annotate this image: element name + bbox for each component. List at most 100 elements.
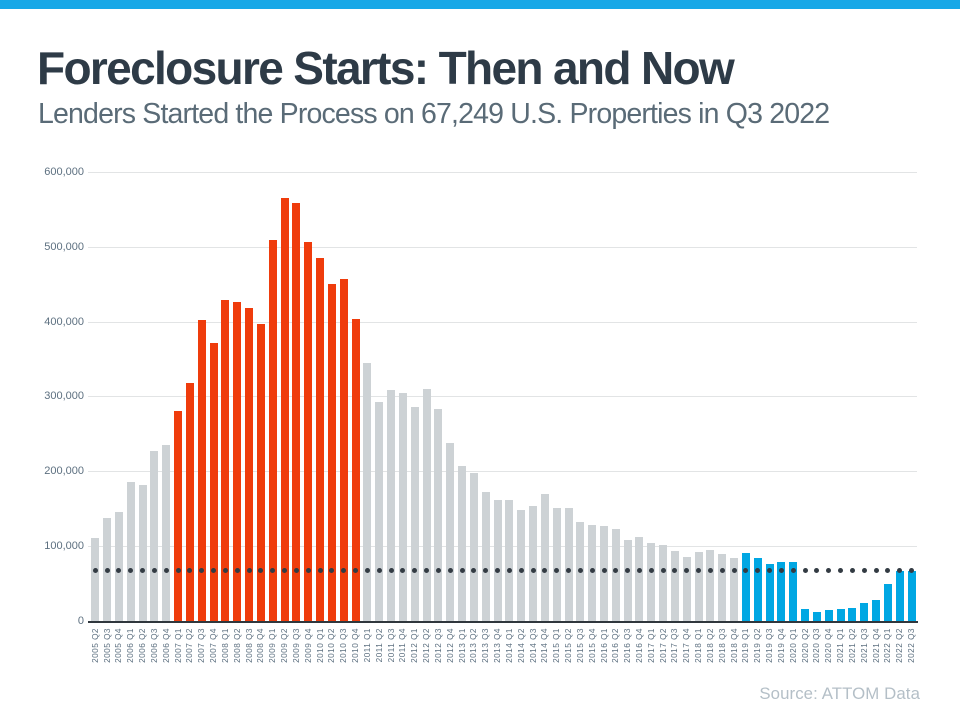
x-axis-tick-label: 2007 Q3 — [197, 628, 207, 663]
reference-line-dot — [211, 568, 217, 574]
reference-line-dot — [293, 568, 299, 574]
bar-2016-Q3 — [623, 539, 632, 621]
bar-2006-Q3 — [150, 451, 159, 621]
reference-line-dot — [116, 568, 122, 574]
x-axis-tick-label: 2013 Q1 — [457, 628, 467, 663]
bar-2007-Q2 — [185, 383, 194, 621]
reference-line-dot — [861, 568, 867, 574]
bar-2012-Q3 — [434, 409, 443, 621]
bar-2010-Q2 — [327, 283, 336, 621]
x-axis-tick-label: 2018 Q1 — [694, 628, 704, 663]
x-axis-tick-label: 2016 Q3 — [623, 628, 633, 663]
x-axis-tick-label: 2010 Q1 — [315, 628, 325, 663]
bar-2021-Q2 — [848, 608, 857, 621]
x-axis-tick-label: 2018 Q2 — [705, 628, 715, 663]
reference-line-dot — [707, 568, 713, 574]
reference-line-dot — [554, 568, 560, 574]
y-gridline — [88, 471, 917, 472]
x-axis-tick-label: 2014 Q4 — [540, 628, 550, 663]
x-axis-tick-label: 2017 Q1 — [646, 628, 656, 663]
reference-line-dot — [104, 568, 110, 574]
x-axis-tick-label: 2020 Q1 — [788, 628, 798, 663]
x-axis-tick-label: 2013 Q4 — [493, 628, 503, 663]
brand-top-strip — [0, 0, 960, 9]
x-axis-tick-label: 2007 Q4 — [209, 628, 219, 663]
bar-2021-Q3 — [860, 603, 869, 621]
reference-line-dot — [282, 568, 288, 574]
bar-2008-Q2 — [233, 301, 242, 621]
x-axis-tick-label: 2020 Q4 — [824, 628, 834, 663]
bar-2010-Q1 — [316, 257, 325, 621]
x-axis-tick-label: 2006 Q1 — [126, 628, 136, 663]
reference-line-dot — [483, 568, 489, 574]
bar-2022-Q1 — [883, 583, 892, 621]
reference-line-dot — [542, 568, 548, 574]
x-axis-tick-label: 2006 Q3 — [149, 628, 159, 663]
x-axis-tick-label: 2006 Q2 — [138, 628, 148, 663]
x-axis-tick-label: 2016 Q4 — [634, 628, 644, 663]
x-axis-tick-label: 2017 Q4 — [682, 628, 692, 663]
bar-2009-Q4 — [304, 242, 313, 621]
bar-2019-Q1 — [741, 553, 750, 621]
reference-line-dot — [506, 568, 512, 574]
bar-2013-Q4 — [493, 499, 502, 621]
bar-2018-Q3 — [718, 553, 727, 621]
reference-line-dot — [636, 568, 642, 574]
bar-2013-Q2 — [469, 472, 478, 621]
reference-line-dot — [719, 568, 725, 574]
reference-line-dot — [258, 568, 264, 574]
bar-2013-Q1 — [458, 465, 467, 621]
reference-line-dot — [909, 568, 915, 574]
x-axis-tick-label: 2008 Q1 — [220, 628, 230, 663]
bar-2005-Q2 — [91, 537, 100, 621]
x-axis-tick-label: 2012 Q1 — [410, 628, 420, 663]
x-axis-tick-label: 2016 Q2 — [611, 628, 621, 663]
bar-2013-Q3 — [481, 492, 490, 621]
bar-2012-Q1 — [410, 407, 419, 621]
reference-line-dot — [648, 568, 654, 574]
x-axis-tick-label: 2009 Q1 — [268, 628, 278, 663]
x-axis-tick-label: 2005 Q4 — [114, 628, 124, 663]
bar-2011-Q4 — [398, 393, 407, 621]
x-axis-tick-label: 2021 Q4 — [871, 628, 881, 663]
reference-line-dot — [778, 568, 784, 574]
bar-2019-Q4 — [777, 561, 786, 621]
bar-2012-Q4 — [446, 443, 455, 621]
x-axis-tick-label: 2009 Q3 — [291, 628, 301, 663]
x-axis-tick-label: 2019 Q1 — [741, 628, 751, 663]
bar-2021-Q4 — [872, 599, 881, 621]
reference-line-dot — [222, 568, 228, 574]
reference-line-dot — [246, 568, 252, 574]
bar-2014-Q4 — [540, 493, 549, 621]
reference-line-dot — [566, 568, 571, 574]
x-axis-tick-label: 2014 Q3 — [528, 628, 538, 663]
reference-line-dot — [577, 568, 583, 574]
bar-2018-Q1 — [694, 551, 703, 621]
y-gridline — [88, 321, 917, 323]
reference-line-dot — [873, 568, 879, 574]
reference-line-dot — [329, 568, 335, 574]
x-axis-tick-label: 2013 Q3 — [481, 628, 491, 663]
reference-line-dot — [400, 568, 406, 574]
y-axis-tick-label: 100,000 — [44, 539, 84, 552]
reference-line-dot — [696, 568, 702, 574]
x-axis-tick-label: 2005 Q2 — [90, 628, 100, 663]
x-axis-tick-label: 2021 Q1 — [836, 628, 846, 663]
x-axis-tick-label: 2007 Q1 — [173, 628, 183, 663]
x-axis-tick-label: 2006 Q4 — [161, 628, 171, 663]
bar-2012-Q2 — [422, 388, 431, 621]
x-axis-tick-label: 2008 Q3 — [244, 628, 254, 663]
reference-line-dot — [435, 568, 441, 574]
reference-line-dot — [518, 568, 524, 574]
reference-line-dot — [175, 568, 181, 574]
reference-line-dot — [601, 568, 607, 574]
y-axis-tick-label: 400,000 — [44, 315, 84, 328]
y-gridline — [88, 172, 917, 173]
bar-2022-Q2 — [895, 571, 904, 621]
reference-line-dot — [790, 568, 796, 574]
x-axis-tick-label: 2005 Q3 — [102, 628, 112, 663]
bar-2010-Q3 — [339, 279, 348, 621]
bar-2011-Q1 — [363, 363, 372, 621]
reference-line-dot — [495, 568, 501, 574]
bar-2006-Q2 — [138, 485, 147, 621]
